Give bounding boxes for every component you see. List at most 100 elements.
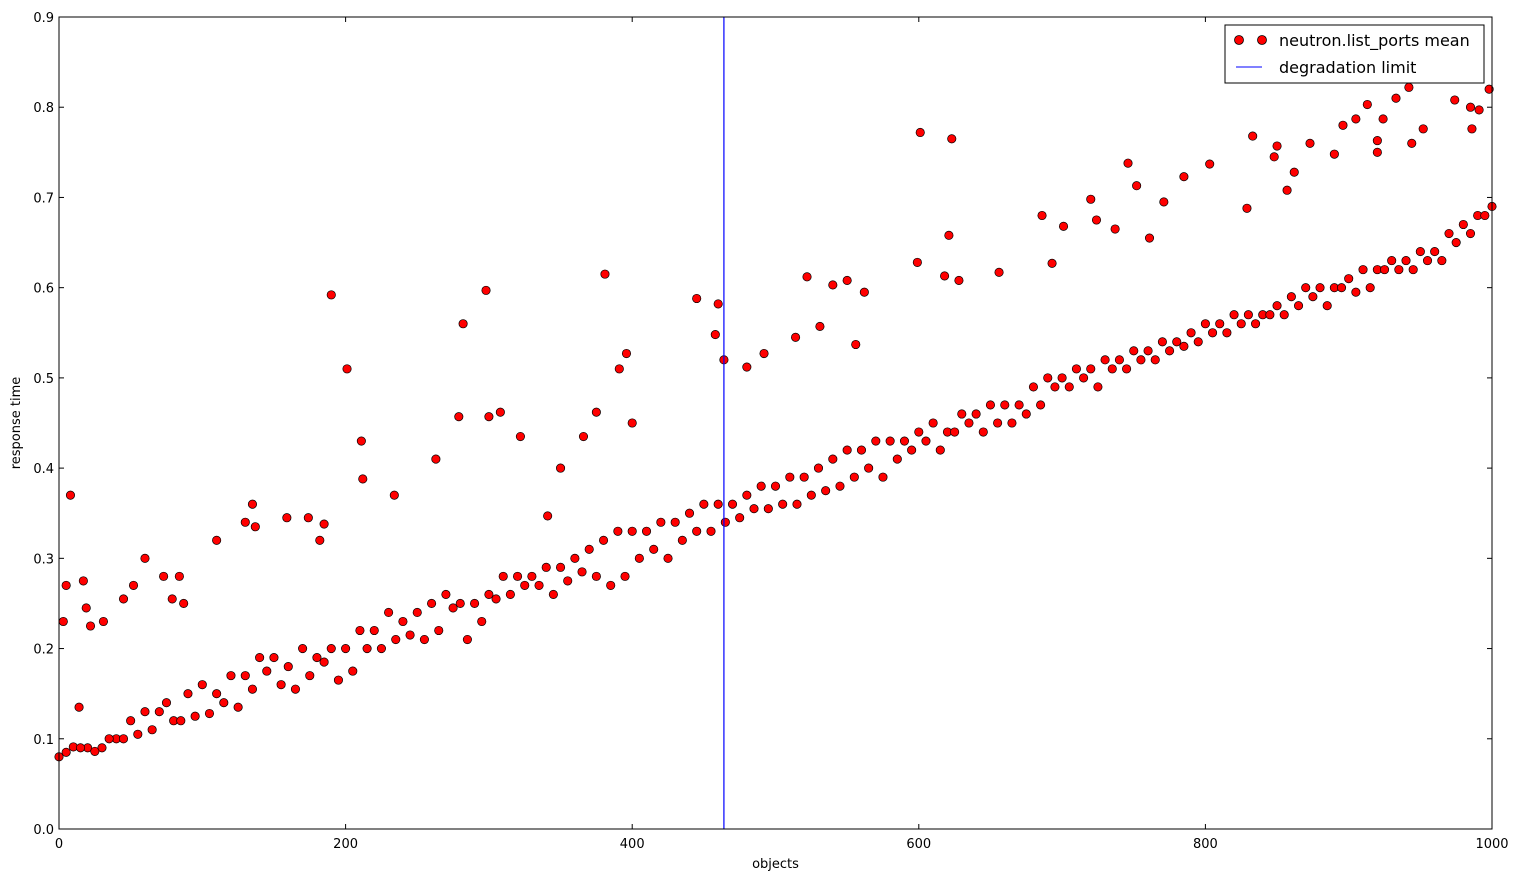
data-point [778,499,788,509]
data-point [663,553,673,563]
data-point [74,702,84,712]
y-tick-label: 0.6 [33,282,54,297]
data-point [247,684,258,694]
data-point [1444,228,1454,239]
data-point [212,689,222,699]
data-point [283,662,293,672]
data-point [319,657,329,667]
data-point [269,653,279,663]
data-point [204,708,215,719]
data-point [591,571,601,581]
legend-marker-circle [1257,35,1267,45]
data-point [627,526,637,536]
data-point [1086,364,1096,374]
y-tick-label: 0.4 [33,462,54,477]
legend-label-limit: degradation limit [1279,58,1416,77]
data-point [1394,265,1404,275]
data-point [994,267,1004,277]
data-point [742,362,752,372]
data-point [333,675,343,685]
data-point [656,517,666,527]
data-point [699,499,709,509]
data-point [878,472,888,482]
data-point [240,671,250,681]
data-point [828,280,838,290]
data-point [1458,219,1468,230]
data-point [140,553,150,563]
data-point [706,526,716,536]
data-point [971,409,981,419]
data-point [670,517,680,527]
data-point [1289,167,1299,177]
data-point [431,454,441,464]
data-point [856,445,867,455]
data-point [133,729,143,739]
data-point [405,630,415,640]
data-point [1021,409,1031,419]
data-point [183,689,193,699]
data-point [290,684,300,694]
data-point [548,589,558,599]
data-point [1430,247,1440,257]
data-point [1122,364,1132,374]
legend-box [1224,24,1485,84]
data-point [1422,256,1433,266]
data-point [1050,382,1060,392]
data-point [355,625,365,636]
data-point [692,526,702,536]
data-point [899,436,910,446]
data-point [126,716,136,726]
data-point [1467,124,1477,134]
data-point [1484,84,1494,94]
data-point [176,716,186,726]
data-point [348,666,358,676]
data-point [1071,364,1081,374]
data-point [515,431,525,442]
data-point [1236,319,1246,329]
data-point [791,332,801,342]
data-point [944,230,954,240]
data-point [118,594,129,604]
data-point [362,644,372,654]
data-point [1229,310,1239,320]
data-point [1157,337,1167,347]
y-tick-label: 0.0 [33,823,54,838]
data-point [97,743,107,753]
data-point [555,562,566,572]
data-point [441,589,451,599]
data-point [398,616,408,627]
data-point [1028,382,1038,392]
data-point [1143,346,1153,356]
y-tick-label: 0.5 [33,372,54,387]
data-point [584,544,594,554]
data-point [842,275,852,285]
data-point [190,711,200,721]
data-point [563,576,573,586]
data-point [434,625,444,636]
data-point [1000,400,1010,410]
data-point [356,436,366,446]
data-point [627,418,637,428]
data-point [1437,256,1447,266]
data-point [61,747,71,757]
y-tick-label: 0.7 [33,191,54,206]
data-point [179,598,189,608]
data-point [1058,221,1069,231]
data-point [81,603,91,613]
data-point [1372,136,1382,146]
data-point [1480,210,1490,221]
data-point [912,257,922,267]
data-point [197,680,207,690]
data-point [684,508,695,518]
data-point [1401,256,1411,266]
data-point [1415,247,1425,257]
data-point [1336,283,1347,293]
data-point [849,472,859,482]
data-point [1404,82,1414,92]
plot-frame [58,16,1493,830]
data-point [677,535,687,545]
data-point [756,481,766,491]
data-point [454,412,464,422]
data-point [282,513,292,523]
data-point [940,271,950,281]
